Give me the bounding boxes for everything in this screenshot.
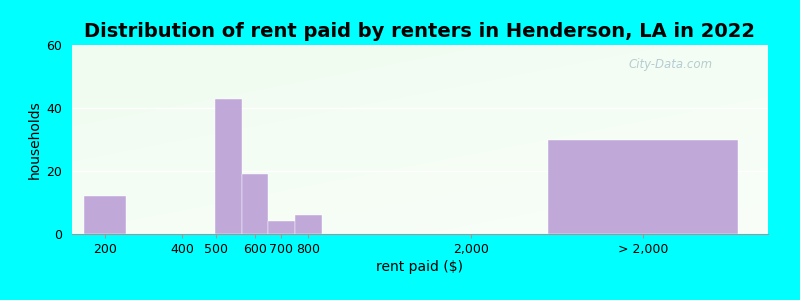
Bar bbox=[242, 174, 268, 234]
Bar bbox=[548, 140, 738, 234]
Bar bbox=[268, 221, 295, 234]
Y-axis label: households: households bbox=[28, 100, 42, 179]
Text: City-Data.com: City-Data.com bbox=[629, 58, 713, 71]
Bar bbox=[214, 98, 242, 234]
Bar bbox=[84, 196, 126, 234]
Title: Distribution of rent paid by renters in Henderson, LA in 2022: Distribution of rent paid by renters in … bbox=[85, 22, 755, 41]
Bar bbox=[295, 215, 322, 234]
X-axis label: rent paid ($): rent paid ($) bbox=[377, 260, 463, 274]
